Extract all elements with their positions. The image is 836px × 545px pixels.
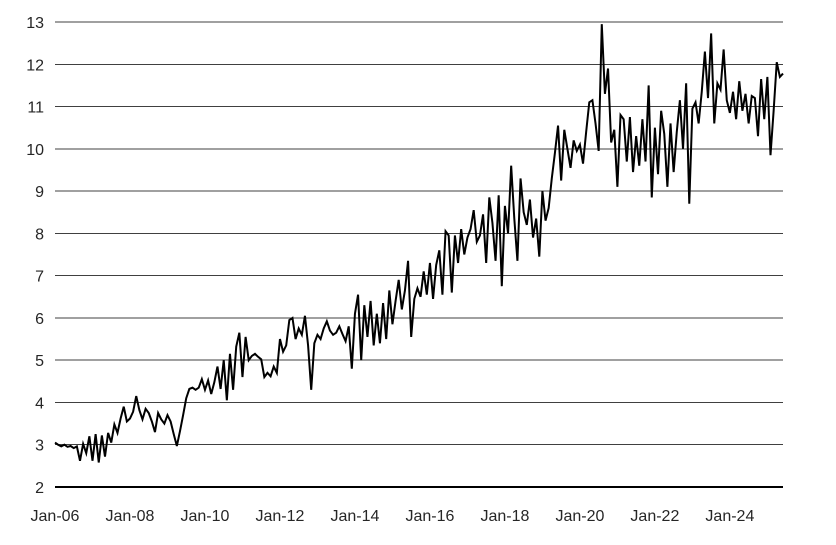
x-axis-tick-label: Jan-20 bbox=[555, 508, 604, 525]
y-axis-tick-label: 9 bbox=[35, 184, 44, 201]
x-axis-tick-label: Jan-08 bbox=[106, 508, 155, 525]
x-axis-tick-label: Jan-18 bbox=[480, 508, 529, 525]
y-axis-tick-label: 5 bbox=[35, 353, 44, 370]
y-axis-tick-label: 6 bbox=[35, 311, 44, 328]
y-axis-tick-label: 13 bbox=[26, 15, 44, 32]
x-axis-tick-label: Jan-22 bbox=[630, 508, 679, 525]
x-axis-tick-label: Jan-14 bbox=[330, 508, 379, 525]
y-axis-tick-label: 3 bbox=[35, 438, 44, 455]
data-series-line bbox=[54, 24, 784, 463]
y-axis-tick-label: 7 bbox=[35, 269, 44, 286]
x-axis-tick-label: Jan-24 bbox=[705, 508, 754, 525]
y-axis-tick-label: 11 bbox=[27, 100, 44, 117]
x-axis-tick-label: Jan-10 bbox=[181, 508, 230, 525]
x-axis-tick-label: Jan-16 bbox=[405, 508, 454, 525]
x-axis-tick-label: Jan-12 bbox=[256, 508, 305, 525]
y-axis-tick-label: 2 bbox=[35, 480, 44, 497]
y-axis-tick-label: 4 bbox=[35, 395, 44, 412]
y-axis-tick-label: 8 bbox=[35, 226, 44, 243]
x-axis-tick-label: Jan-06 bbox=[31, 508, 80, 525]
y-axis-tick-label: 10 bbox=[26, 142, 44, 159]
y-axis-tick-label: 12 bbox=[26, 57, 44, 74]
